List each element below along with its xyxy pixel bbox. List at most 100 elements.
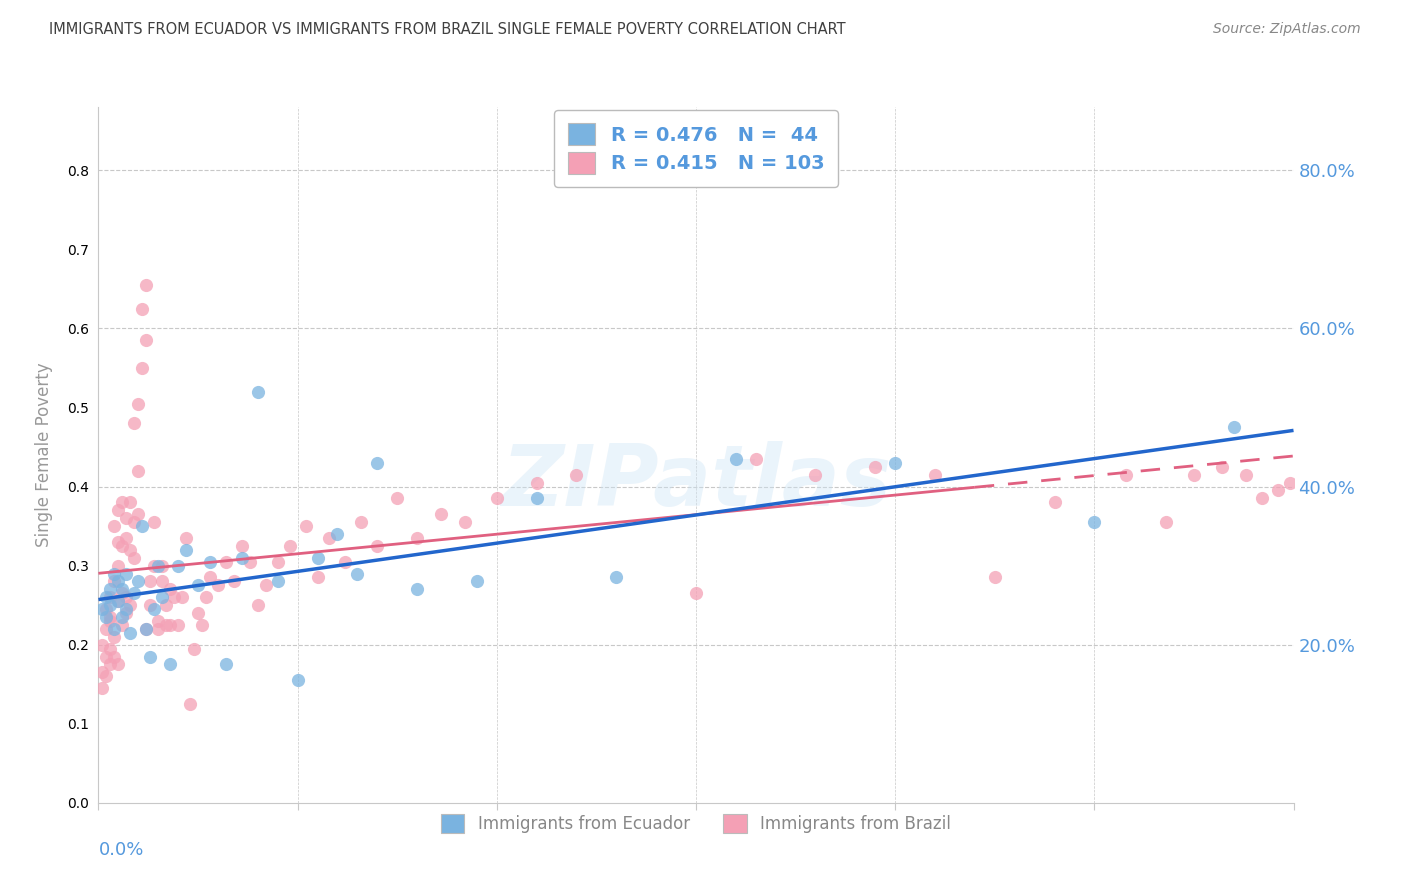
Point <box>127 507 149 521</box>
Point <box>294 519 316 533</box>
Point <box>724 451 747 466</box>
Point <box>174 542 197 557</box>
Point <box>115 566 138 581</box>
Point <box>335 555 357 569</box>
Point <box>120 542 142 557</box>
Text: Source: ZipAtlas.com: Source: ZipAtlas.com <box>1213 22 1361 37</box>
Point <box>984 570 1007 584</box>
Point <box>605 570 627 584</box>
Point <box>107 503 129 517</box>
Point <box>526 475 548 490</box>
Point <box>215 555 238 569</box>
Point <box>107 657 129 672</box>
Point <box>143 515 166 529</box>
Point <box>526 491 548 506</box>
Point <box>96 610 118 624</box>
Point <box>135 622 157 636</box>
Point <box>148 558 170 573</box>
Point <box>1250 491 1272 506</box>
Point <box>98 598 122 612</box>
Point <box>135 333 157 347</box>
Point <box>198 555 221 569</box>
Point <box>246 384 269 399</box>
Point <box>98 657 122 672</box>
Point <box>191 618 214 632</box>
Point <box>111 539 134 553</box>
Point <box>179 697 201 711</box>
Point <box>115 591 138 605</box>
Point <box>96 591 118 605</box>
Point <box>143 558 166 573</box>
Point <box>159 618 181 632</box>
Text: 0.0%: 0.0% <box>98 841 143 859</box>
Point <box>278 539 301 553</box>
Point <box>111 618 134 632</box>
Point <box>120 495 142 509</box>
Legend: Immigrants from Ecuador, Immigrants from Brazil: Immigrants from Ecuador, Immigrants from… <box>434 807 957 839</box>
Point <box>115 602 138 616</box>
Point <box>1223 420 1246 434</box>
Point <box>1154 515 1177 529</box>
Point <box>127 396 149 410</box>
Point <box>239 555 262 569</box>
Point <box>183 641 205 656</box>
Point <box>167 618 190 632</box>
Point <box>98 591 122 605</box>
Point <box>406 531 429 545</box>
Point <box>215 657 238 672</box>
Point <box>124 586 146 600</box>
Point <box>626 147 648 161</box>
Point <box>124 515 146 529</box>
Y-axis label: Single Female Poverty: Single Female Poverty <box>35 363 53 547</box>
Point <box>865 459 887 474</box>
Point <box>111 582 134 597</box>
Point <box>135 277 157 292</box>
Point <box>1182 467 1205 482</box>
Point <box>1278 475 1301 490</box>
Point <box>150 574 173 589</box>
Point <box>139 598 162 612</box>
Point <box>346 566 368 581</box>
Point <box>115 606 138 620</box>
Point <box>924 467 946 482</box>
Point <box>163 591 186 605</box>
Point <box>143 602 166 616</box>
Point <box>107 534 129 549</box>
Point <box>115 531 138 545</box>
Point <box>1211 459 1233 474</box>
Point <box>103 519 125 533</box>
Point <box>307 570 329 584</box>
Point <box>103 574 125 589</box>
Point <box>103 566 125 581</box>
Point <box>195 591 218 605</box>
Point <box>430 507 453 521</box>
Point <box>366 456 388 470</box>
Point <box>207 578 229 592</box>
Point <box>98 641 122 656</box>
Point <box>103 649 125 664</box>
Point <box>246 598 269 612</box>
Point <box>111 610 134 624</box>
Point <box>148 622 170 636</box>
Point <box>187 606 209 620</box>
Point <box>139 574 162 589</box>
Point <box>139 649 162 664</box>
Point <box>111 586 134 600</box>
Point <box>107 594 129 608</box>
Point <box>454 515 477 529</box>
Text: ZIPatlas: ZIPatlas <box>501 442 891 524</box>
Point <box>120 625 142 640</box>
Point <box>124 550 146 565</box>
Point <box>198 570 221 584</box>
Point <box>174 531 197 545</box>
Point <box>91 665 114 680</box>
Point <box>267 574 290 589</box>
Point <box>159 582 181 597</box>
Point <box>150 558 173 573</box>
Point <box>148 614 170 628</box>
Point <box>155 618 177 632</box>
Point <box>222 574 245 589</box>
Point <box>96 602 118 616</box>
Point <box>103 622 125 636</box>
Point <box>287 673 309 688</box>
